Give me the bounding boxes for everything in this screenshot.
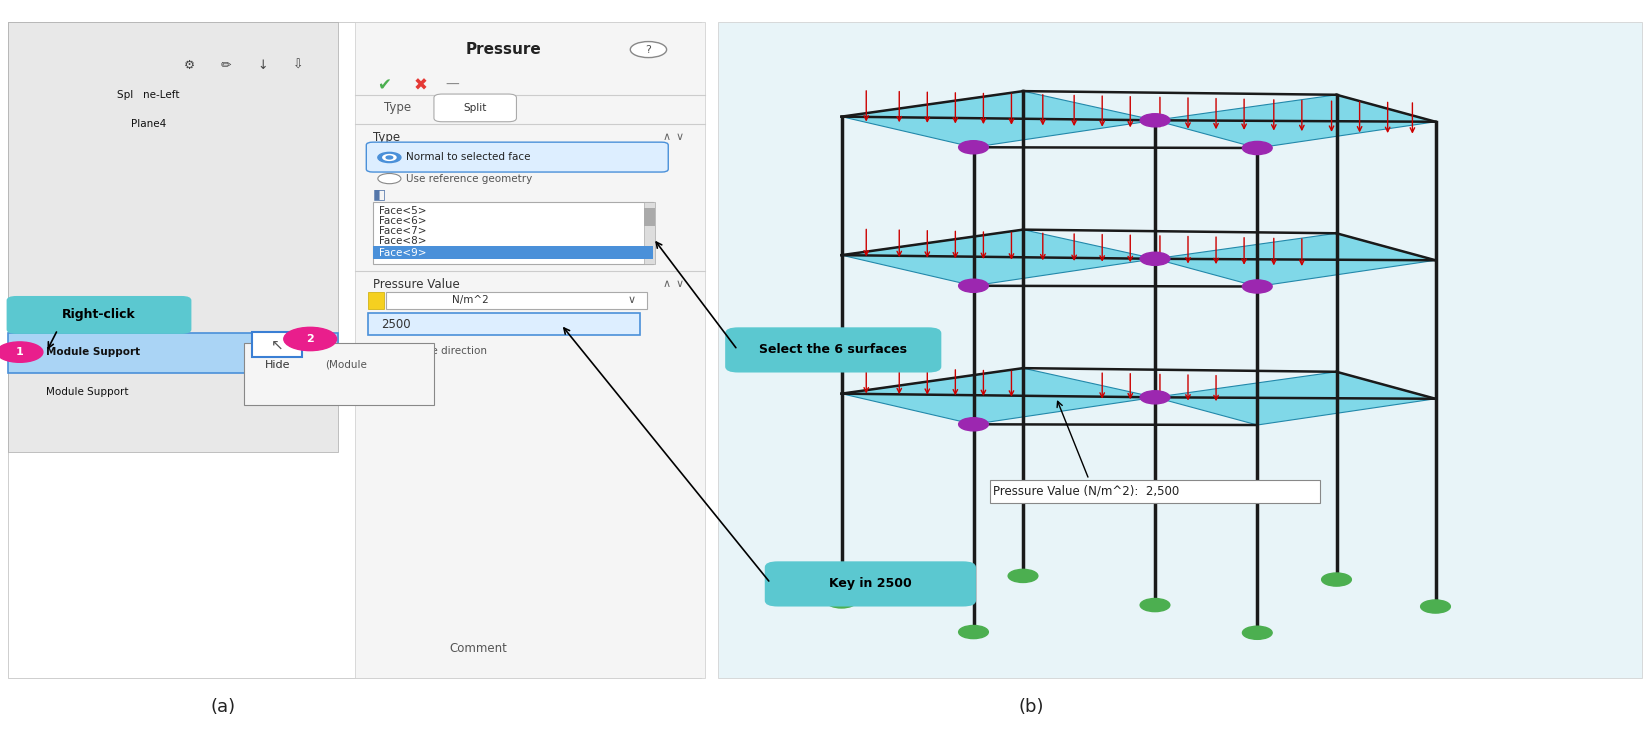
Text: Key in 2500: Key in 2500 <box>828 577 912 590</box>
FancyBboxPatch shape <box>8 22 701 678</box>
Polygon shape <box>842 91 1155 147</box>
Text: ✏: ✏ <box>221 59 231 72</box>
Circle shape <box>0 342 43 362</box>
Text: Face<6>: Face<6> <box>380 216 427 226</box>
Text: Normal to selected face: Normal to selected face <box>406 152 530 163</box>
FancyBboxPatch shape <box>368 292 384 309</box>
Circle shape <box>1421 600 1450 613</box>
Circle shape <box>1140 599 1170 612</box>
Text: N/m^2: N/m^2 <box>452 295 488 305</box>
Circle shape <box>630 42 667 58</box>
Text: (Module: (Module <box>325 359 368 370</box>
FancyBboxPatch shape <box>252 332 302 357</box>
Text: 1: 1 <box>16 347 23 357</box>
Circle shape <box>284 327 337 351</box>
Circle shape <box>1322 573 1351 586</box>
FancyBboxPatch shape <box>644 208 655 226</box>
FancyBboxPatch shape <box>434 94 516 122</box>
FancyBboxPatch shape <box>8 333 338 373</box>
Polygon shape <box>842 230 1155 286</box>
Polygon shape <box>1155 233 1436 286</box>
Text: Face<8>: Face<8> <box>380 235 427 246</box>
Circle shape <box>827 595 856 608</box>
Text: ↖: ↖ <box>271 338 284 352</box>
FancyBboxPatch shape <box>718 22 1642 678</box>
FancyBboxPatch shape <box>355 22 705 678</box>
Circle shape <box>959 141 988 154</box>
Text: Module Support: Module Support <box>46 387 129 397</box>
Text: ∧: ∧ <box>663 279 670 289</box>
Text: Face<9>: Face<9> <box>380 248 427 258</box>
Circle shape <box>1140 114 1170 127</box>
Text: Face<5>: Face<5> <box>380 206 427 217</box>
Text: Pressure Value (N/m^2):  2,500: Pressure Value (N/m^2): 2,500 <box>993 485 1180 498</box>
Text: ∧: ∧ <box>663 132 670 142</box>
Text: Pressure Value: Pressure Value <box>373 278 460 291</box>
Text: Reverse direction: Reverse direction <box>396 346 487 356</box>
Text: ⇩: ⇩ <box>294 59 304 72</box>
FancyBboxPatch shape <box>644 202 655 264</box>
Circle shape <box>1242 280 1272 293</box>
Text: ?: ? <box>645 44 652 55</box>
Text: (a): (a) <box>210 698 236 716</box>
FancyBboxPatch shape <box>373 246 653 259</box>
Circle shape <box>1242 141 1272 155</box>
FancyBboxPatch shape <box>373 202 653 264</box>
Text: Type: Type <box>384 101 411 114</box>
Text: —: — <box>446 78 459 93</box>
Text: (b): (b) <box>1018 698 1044 716</box>
Circle shape <box>1140 391 1170 404</box>
Text: Spl   ne-Left: Spl ne-Left <box>117 90 180 100</box>
Text: ✖: ✖ <box>414 77 427 94</box>
Text: Split: Split <box>464 103 487 113</box>
Text: Plane4: Plane4 <box>130 119 167 129</box>
FancyBboxPatch shape <box>8 22 338 452</box>
Text: Select the 6 surfaces: Select the 6 surfaces <box>759 343 908 356</box>
Text: Comment: Comment <box>449 642 508 655</box>
Text: Face<7>: Face<7> <box>380 226 427 236</box>
Circle shape <box>959 418 988 431</box>
Text: ↓: ↓ <box>257 59 267 72</box>
Polygon shape <box>1155 95 1436 148</box>
Polygon shape <box>842 368 1155 424</box>
Text: 2500: 2500 <box>381 318 411 331</box>
Text: ∨: ∨ <box>629 295 635 305</box>
Text: Module Support: Module Support <box>46 347 140 357</box>
FancyBboxPatch shape <box>244 343 434 405</box>
Text: ⚙: ⚙ <box>185 59 195 72</box>
Circle shape <box>378 174 401 184</box>
Text: ◧: ◧ <box>373 187 386 202</box>
Circle shape <box>378 152 401 163</box>
Text: Use reference geometry: Use reference geometry <box>406 174 533 184</box>
Text: ✔: ✔ <box>378 77 391 94</box>
Text: ☐: ☐ <box>373 346 383 356</box>
Text: Pressure: Pressure <box>465 42 541 57</box>
Circle shape <box>386 156 393 159</box>
Circle shape <box>959 625 988 639</box>
Text: Hide: Hide <box>264 359 290 370</box>
Polygon shape <box>1155 372 1436 425</box>
FancyBboxPatch shape <box>368 313 640 335</box>
FancyBboxPatch shape <box>764 561 975 607</box>
Text: ∨: ∨ <box>676 132 683 142</box>
Circle shape <box>383 155 396 160</box>
Text: Type: Type <box>373 130 399 144</box>
FancyBboxPatch shape <box>990 480 1320 503</box>
Text: ∨: ∨ <box>676 279 683 289</box>
Text: 2: 2 <box>307 334 314 344</box>
FancyBboxPatch shape <box>7 296 191 334</box>
Circle shape <box>1008 569 1038 582</box>
Circle shape <box>959 279 988 292</box>
Circle shape <box>1140 252 1170 265</box>
Text: Right-click: Right-click <box>63 308 135 321</box>
FancyBboxPatch shape <box>366 142 668 172</box>
FancyBboxPatch shape <box>386 292 647 309</box>
Circle shape <box>1242 626 1272 639</box>
FancyBboxPatch shape <box>724 327 940 373</box>
